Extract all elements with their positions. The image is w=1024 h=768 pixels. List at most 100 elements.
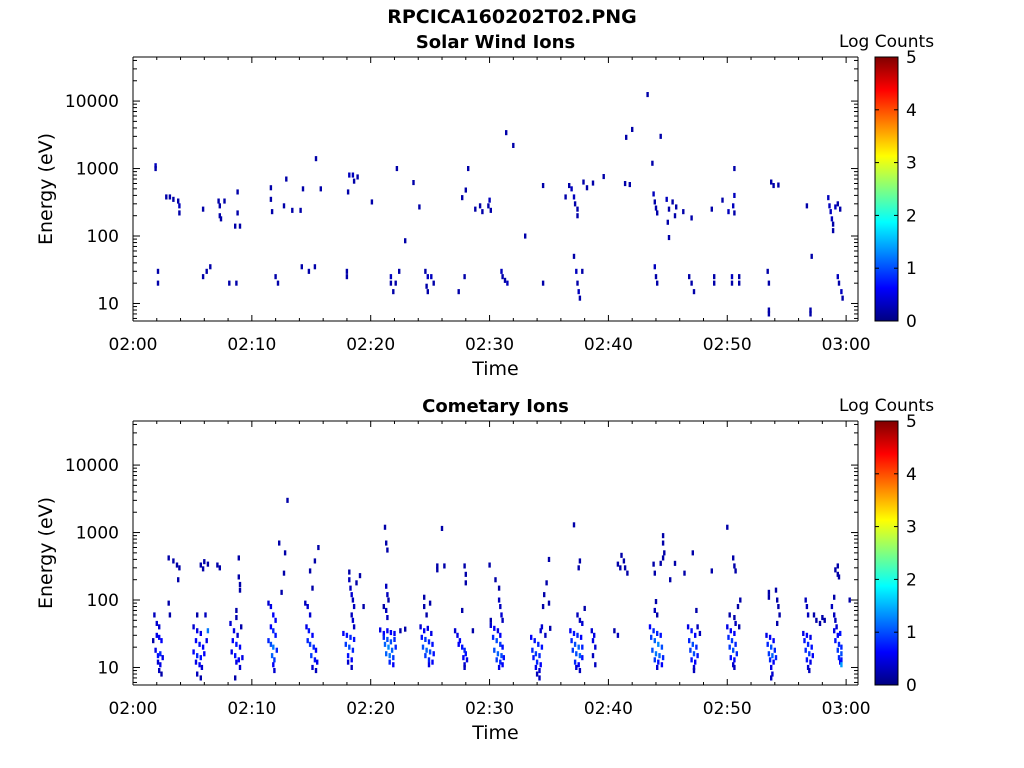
panel-1-cell: [503, 277, 507, 283]
panel-2-cell: [534, 664, 538, 670]
panel-1-x-tick-label: 02:20: [346, 335, 395, 355]
panel-1-cell: [688, 274, 691, 280]
panel-2-cell: [237, 555, 240, 561]
panel-1-cell: [276, 280, 280, 286]
panel-1-cell: [314, 156, 318, 162]
panel-2-cell: [499, 604, 502, 610]
panel-1-cell: [217, 198, 220, 204]
panel-2-cell: [660, 644, 664, 650]
panel-2-cell: [695, 644, 698, 650]
panel-2-cell: [810, 644, 813, 650]
panel-2-cell: [771, 653, 774, 659]
panel-2-cell: [404, 626, 407, 632]
panel-2-cell: [348, 577, 351, 583]
panel-1-cell: [667, 235, 671, 241]
panel-2-cell: [155, 620, 158, 626]
panel-1-cell: [690, 280, 693, 286]
panel-2-cell: [729, 628, 732, 634]
panel-2-cell: [545, 580, 548, 586]
panel-2-x-tick-label: 02:10: [227, 699, 276, 719]
panel-2-colorbar-tick-label: 0: [906, 676, 917, 696]
panel-2-cell: [199, 655, 202, 661]
panel-2-cell: [272, 628, 275, 634]
panel-1-cell: [805, 203, 809, 209]
panel-2-cell: [690, 657, 693, 663]
panel-2-cell: [613, 628, 616, 634]
panel-1-cell: [463, 274, 466, 280]
panel-2-cell: [619, 565, 622, 571]
panel-2-cell: [688, 638, 691, 644]
panel-2-cell: [830, 604, 834, 610]
panel-1-x-tick-label: 02:50: [703, 335, 752, 355]
panel-2-cell: [348, 644, 351, 650]
panel-2-cell: [694, 632, 697, 638]
panel-1-y-tick-label: 100: [87, 227, 119, 247]
panel-2-cell: [311, 632, 314, 638]
panel-1-cell: [836, 201, 839, 207]
panel-2-cell: [579, 634, 583, 640]
panel-2-cell: [547, 600, 551, 606]
panel-2-cell: [499, 632, 502, 638]
panel-2-cell: [196, 653, 199, 659]
panel-2-cell: [573, 641, 577, 647]
panel-2-cell: [502, 655, 505, 661]
panel-1-cell: [767, 307, 771, 313]
panel-1-cell: [351, 172, 355, 178]
panel-1-colorbar-tick-label: 0: [906, 312, 917, 332]
panel-2-cell: [304, 600, 307, 606]
panel-1-cell: [201, 206, 205, 212]
panel-2-cell: [351, 647, 355, 653]
panel-2-cell: [204, 612, 207, 618]
panel-2-cell: [770, 664, 773, 670]
panel-2-cell: [382, 634, 385, 640]
panel-2-cell: [167, 600, 170, 606]
panel-2-cell: [734, 620, 737, 626]
panel-2-cell: [696, 653, 699, 659]
panel-2-cell: [387, 644, 390, 650]
panel-1-cell: [572, 194, 576, 200]
panel-2-cell: [383, 641, 387, 647]
panel-2-cell: [535, 671, 539, 677]
panel-2-cell: [839, 630, 842, 636]
panel-1-cell: [481, 209, 484, 215]
panel-1-cell: [777, 182, 780, 188]
panel-2-cell: [313, 657, 317, 663]
panel-1-cell: [659, 133, 662, 139]
panel-2-cell: [358, 573, 362, 579]
panel-2-cell: [659, 560, 662, 566]
panel-1-cell: [464, 187, 467, 193]
panel-2-cell: [616, 561, 620, 567]
panel-2-cell: [738, 624, 741, 630]
panel-2-cell: [385, 607, 388, 613]
panel-1-cell: [219, 216, 223, 222]
panel-2-cell: [273, 657, 276, 663]
panel-2-cell: [230, 649, 233, 655]
panel-2-cell: [232, 628, 236, 634]
panel-2-cell: [773, 647, 776, 653]
panel-2-cell: [767, 594, 771, 600]
panel-1-cell: [809, 307, 812, 313]
panel-2-cell: [267, 600, 270, 606]
panel-1-cell: [770, 179, 773, 185]
panel-2-cell: [653, 607, 656, 613]
panel-2-cell: [495, 638, 498, 644]
panel-1-cell: [457, 289, 460, 295]
panel-1-cell: [568, 183, 571, 189]
panel-2-cell: [463, 662, 466, 668]
panel-2-cell: [840, 662, 843, 668]
panel-2-cell: [152, 638, 155, 644]
panel-2-cell: [576, 632, 579, 638]
panel-2-cell: [581, 644, 584, 650]
panel-2-cell: [389, 630, 393, 636]
panel-2-cell: [839, 659, 842, 665]
panel-2-cell: [234, 653, 237, 659]
panel-2-cell: [311, 585, 314, 591]
panel-2-cell: [352, 624, 356, 630]
panel-2-cell: [199, 675, 202, 681]
panel-1-cell: [236, 189, 239, 195]
panel-2-cell: [201, 566, 205, 572]
panel-1-cell: [829, 209, 832, 215]
panel-1-cell: [282, 203, 286, 209]
panel-2-colorbar-tick-label: 1: [906, 623, 917, 643]
panel-2-cell: [623, 565, 627, 571]
